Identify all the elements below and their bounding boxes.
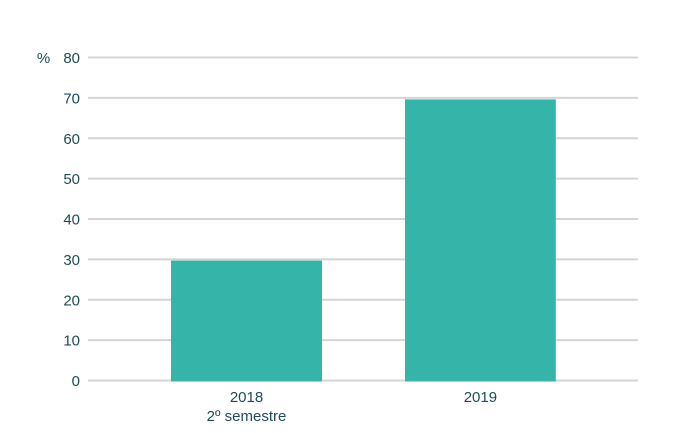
svg-text:0: 0	[72, 373, 80, 390]
svg-text:70: 70	[63, 90, 80, 107]
svg-text:2018: 2018	[230, 389, 263, 406]
svg-text:40: 40	[63, 211, 80, 228]
svg-text:2º semestre: 2º semestre	[207, 408, 287, 425]
svg-text:2019: 2019	[464, 389, 497, 406]
svg-text:50: 50	[63, 171, 80, 188]
svg-text:10: 10	[63, 333, 80, 350]
svg-text:80: 80	[63, 50, 80, 67]
svg-text:60: 60	[63, 131, 80, 148]
svg-text:%: %	[37, 50, 50, 67]
svg-text:30: 30	[63, 252, 80, 269]
svg-text:20: 20	[63, 292, 80, 309]
